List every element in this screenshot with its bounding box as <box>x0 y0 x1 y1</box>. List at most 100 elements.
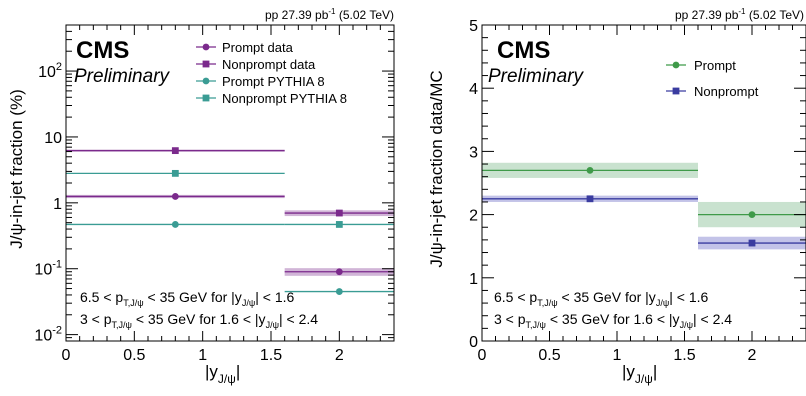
y-tick-base: 10 <box>34 328 52 345</box>
lumi-exponent: -1 <box>328 7 336 16</box>
legend-marker <box>202 43 210 51</box>
lumi-text: pp 27.39 pb <box>675 8 739 22</box>
y-tick-base: 2 <box>469 208 478 225</box>
cut-subscript: T,J/ψ <box>123 298 143 308</box>
cut-subscript: T,J/ψ <box>526 320 546 330</box>
experiment-label: CMS <box>497 37 550 64</box>
legend-label: Prompt data <box>222 40 294 55</box>
cut-subscript: T,J/ψ <box>112 320 132 330</box>
status-label: Preliminary <box>74 66 171 87</box>
x-axis-label-end: | <box>653 362 657 381</box>
x-tick-label: 0 <box>478 347 487 364</box>
lumi-exponent: -1 <box>738 7 746 16</box>
data-point <box>586 195 594 203</box>
y-tick-label: 5 <box>469 18 478 35</box>
x-axis-label-sub: J/ψ <box>635 372 653 386</box>
data-point <box>586 166 594 174</box>
legend-label: Nonprompt data <box>222 57 316 72</box>
data-point <box>748 239 756 247</box>
y-axis-label: J/ψ-in-jet fraction (%) <box>7 89 26 248</box>
legend-label: Prompt PYTHIA 8 <box>222 74 325 89</box>
x-axis-label-main: |y <box>205 362 218 381</box>
x-tick-label: 0 <box>62 347 71 364</box>
cut-annotation: 3 < pT,J/ψ < 35 GeV for 1.6 < |yJ/ψ| < 2… <box>494 311 732 330</box>
y-tick-label: 1 <box>469 271 478 288</box>
y-tick-base: 0 <box>469 334 478 351</box>
x-tick-label: 2 <box>335 347 344 364</box>
x-axis-label-main: |y <box>622 362 635 381</box>
legend-marker <box>202 94 210 102</box>
lumi-energy: (5.02 TeV) <box>336 8 394 22</box>
data-point <box>171 221 179 228</box>
y-tick-base: 10 <box>34 262 52 279</box>
cut-text: 6.5 < p <box>494 289 537 305</box>
cut-text: | < 2.4 <box>693 311 732 327</box>
x-tick-label: 1.5 <box>260 347 282 364</box>
legend-marker <box>672 61 680 69</box>
y-axis-label: J/ψ-in-jet fraction data/MC <box>427 70 446 267</box>
cut-text: 3 < p <box>494 311 526 327</box>
legend-label: Prompt <box>694 58 736 73</box>
cut-annotation: 6.5 < pT,J/ψ < 35 GeV for |yJ/ψ| < 1.6 <box>80 289 295 308</box>
x-tick-label: 1 <box>613 347 622 364</box>
data-point <box>748 211 756 219</box>
experiment-label: CMS <box>76 37 129 64</box>
lumi-label: pp 27.39 pb-1 (5.02 TeV) <box>265 7 394 22</box>
cut-subscript: T,J/ψ <box>537 298 557 308</box>
y-tick-label: 0 <box>469 334 478 351</box>
x-tick-label: 1 <box>198 347 207 364</box>
data-point <box>335 209 343 217</box>
data-point <box>171 147 179 155</box>
x-tick-label: 0.5 <box>123 347 145 364</box>
y-tick-label: 102 <box>38 61 62 81</box>
data-point <box>335 268 343 276</box>
y-tick-base: 1 <box>469 271 478 288</box>
cut-text: < 35 GeV for 1.6 < |y <box>546 311 680 327</box>
y-tick-label: 2 <box>469 208 478 225</box>
data-point <box>335 221 343 228</box>
y-tick-base: 3 <box>469 144 478 161</box>
cut-annotation: 6.5 < pT,J/ψ < 35 GeV for |yJ/ψ| < 1.6 <box>494 289 709 308</box>
x-tick-label: 0.5 <box>538 347 560 364</box>
legend-marker <box>202 77 210 85</box>
lumi-energy: (5.02 TeV) <box>746 8 804 22</box>
y-tick-exponent: 2 <box>56 61 62 73</box>
legend-label: Nonprompt PYTHIA 8 <box>222 91 347 106</box>
legend-marker <box>202 60 210 68</box>
cut-text: | < 1.6 <box>255 289 294 305</box>
y-tick-label: 4 <box>469 81 478 98</box>
cut-text: < 35 GeV for |y <box>558 289 656 305</box>
data-point <box>171 193 179 200</box>
lumi-label: pp 27.39 pb-1 (5.02 TeV) <box>675 7 804 22</box>
y-tick-base: 10 <box>44 130 62 147</box>
legend-label: Nonprompt <box>694 84 759 99</box>
cut-text: | < 1.6 <box>669 289 708 305</box>
cut-text: < 35 GeV for 1.6 < |y <box>132 311 266 327</box>
cut-text: < 35 GeV for |y <box>144 289 242 305</box>
y-tick-label: 3 <box>469 144 478 161</box>
y-tick-base: 5 <box>469 18 478 35</box>
y-tick-label: 10-2 <box>34 325 62 345</box>
data-point <box>335 288 343 295</box>
y-tick-label: 10-1 <box>34 259 62 279</box>
cut-text: 6.5 < p <box>80 289 123 305</box>
cut-text: | < 2.4 <box>279 311 318 327</box>
x-axis-label-sub: J/ψ <box>218 372 236 386</box>
cut-annotation: 3 < pT,J/ψ < 35 GeV for 1.6 < |yJ/ψ| < 2… <box>80 311 318 330</box>
x-axis-label: |yJ/ψ| <box>205 362 240 386</box>
y-tick-base: 4 <box>469 81 478 98</box>
chart-panel-2: 0 0.5 1 1.5 2 0 1 2 3 4 5 J/ψ-in-jet fraction data/… <box>427 7 806 386</box>
cut-subscript: J/ψ <box>266 320 279 330</box>
y-tick-label: 1 <box>53 196 62 213</box>
x-axis-label-end: | <box>236 362 240 381</box>
y-tick-base: 1 <box>53 196 62 213</box>
x-tick-label: 2 <box>748 347 757 364</box>
y-tick-exponent: -1 <box>52 259 62 271</box>
status-label: Preliminary <box>488 66 585 87</box>
cut-subscript: J/ψ <box>680 320 693 330</box>
lumi-text: pp 27.39 pb <box>265 8 329 22</box>
cut-subscript: J/ψ <box>656 298 669 308</box>
